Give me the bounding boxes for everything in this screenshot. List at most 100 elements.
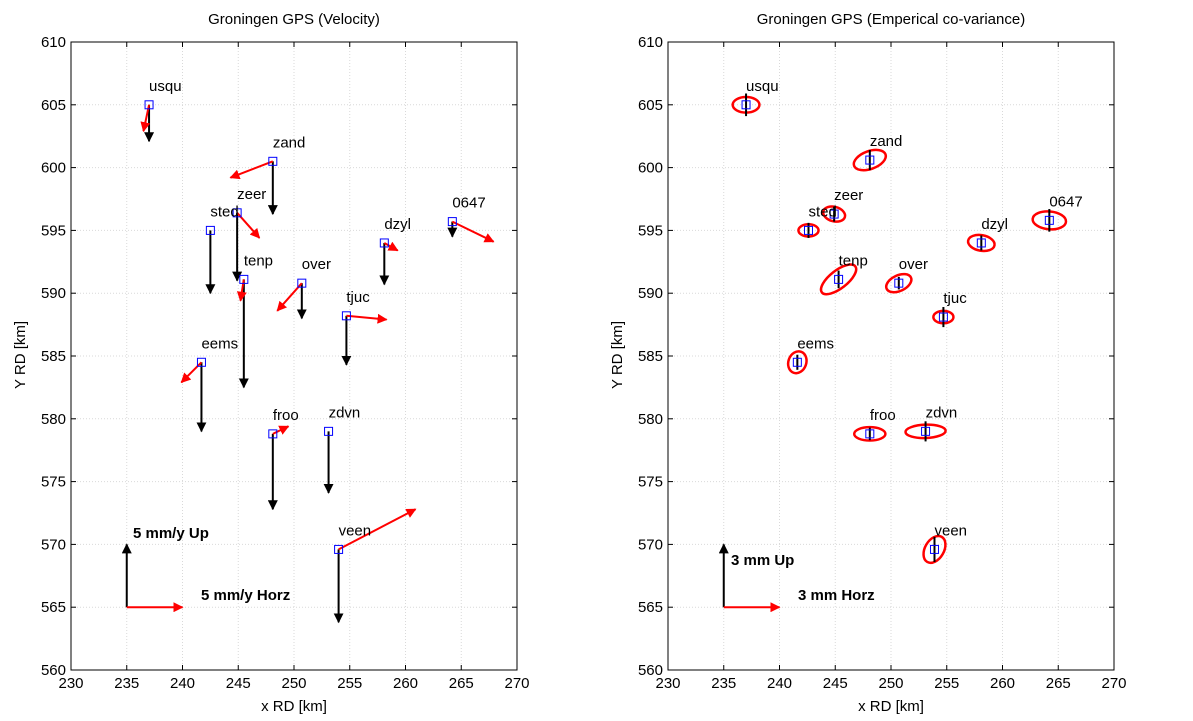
- horizontal-velocity-arrow: [229, 160, 274, 180]
- station-marker: [829, 209, 839, 219]
- x-tick-label: 250: [878, 675, 903, 692]
- x-tick-label: 250: [281, 675, 306, 692]
- station-label: sted: [808, 203, 836, 220]
- station-label: zeer: [834, 187, 863, 204]
- station-marker: [865, 429, 875, 439]
- station-label: zand: [870, 133, 903, 150]
- error-ellipse: [922, 534, 947, 565]
- station-label: 0647: [1049, 193, 1082, 210]
- x-tick-label: 270: [504, 675, 529, 692]
- y-tick-label: 600: [41, 160, 66, 177]
- station-marker: [929, 544, 939, 554]
- station-label: over: [899, 256, 928, 273]
- y-tick-label: 590: [41, 285, 66, 302]
- station-label: veen: [339, 522, 372, 539]
- station-marker: [297, 278, 307, 288]
- x-tick-label: 270: [1101, 675, 1126, 692]
- station-marker: [1044, 215, 1054, 225]
- x-tick-label: 255: [337, 675, 362, 692]
- station-marker: [865, 155, 875, 165]
- x-tick-label: 265: [1046, 675, 1071, 692]
- station-label: eems: [201, 335, 238, 352]
- horizontal-velocity-arrow: [272, 425, 290, 435]
- x-tick-label: 235: [711, 675, 736, 692]
- x-tick-label: 245: [226, 675, 251, 692]
- station-label: 0647: [452, 195, 485, 212]
- station-label: veen: [934, 522, 967, 539]
- y-tick-label: 570: [41, 536, 66, 553]
- chart-title: Groningen GPS (Emperical co-variance): [757, 11, 1025, 28]
- error-ellipse: [966, 233, 996, 253]
- y-tick-label: 575: [41, 474, 66, 491]
- station-marker: [792, 357, 802, 367]
- y-tick-label: 600: [638, 160, 663, 177]
- x-tick-label: 260: [393, 675, 418, 692]
- y-tick-label: 595: [41, 222, 66, 239]
- station-marker: [741, 100, 751, 110]
- station-marker: [205, 225, 215, 235]
- station-label: dzyl: [384, 216, 411, 233]
- y-tick-label: 565: [41, 599, 66, 616]
- station-label: dzyl: [981, 216, 1008, 233]
- y-tick-label: 590: [638, 285, 663, 302]
- station-marker: [976, 238, 986, 248]
- x-tick-label: 255: [934, 675, 959, 692]
- station-label: tjuc: [943, 290, 967, 307]
- station-marker: [268, 156, 278, 166]
- station-marker: [379, 238, 389, 248]
- y-tick-label: 605: [638, 97, 663, 114]
- station-label: froo: [870, 407, 896, 424]
- y-axis-label: Y RD [km]: [12, 321, 29, 389]
- y-tick-label: 580: [41, 411, 66, 428]
- horizontal-velocity-arrow: [180, 361, 203, 384]
- station-marker: [803, 225, 813, 235]
- station-marker: [334, 544, 344, 554]
- station-marker: [834, 274, 844, 284]
- plot-area: 230 235 240 245 250 255 260 265 270 560 565 570 575 5…: [41, 34, 530, 692]
- horizontal-velocity-arrow: [276, 282, 303, 312]
- station-marker: [144, 100, 154, 110]
- error-ellipse: [821, 205, 847, 223]
- station-label: tenp: [839, 252, 868, 269]
- velocity-panel: 230 235 240 245 250 255 260 265 270 560 565 570 575 5…: [12, 11, 530, 715]
- station-marker: [921, 426, 931, 436]
- station-marker: [232, 208, 242, 218]
- station-marker: [196, 357, 206, 367]
- x-tick-label: 245: [823, 675, 848, 692]
- station-label: sted: [210, 203, 238, 220]
- y-tick-label: 585: [41, 348, 66, 365]
- station-marker: [894, 278, 904, 288]
- y-tick-label: 595: [638, 222, 663, 239]
- station-marker: [341, 311, 351, 321]
- station-label: over: [302, 256, 331, 273]
- y-tick-label: 585: [638, 348, 663, 365]
- scale-up-label: 3 mm Up: [731, 552, 794, 569]
- y-tick-label: 610: [41, 34, 66, 51]
- y-axis-label: Y RD [km]: [609, 321, 626, 389]
- station-label: zdvn: [329, 404, 361, 421]
- station-label: zeer: [237, 186, 266, 203]
- station-label: tjuc: [346, 289, 370, 306]
- x-tick-label: 230: [655, 675, 680, 692]
- scale-up-label: 5 mm/y Up: [133, 525, 209, 542]
- x-tick-label: 235: [114, 675, 139, 692]
- x-tick-label: 265: [449, 675, 474, 692]
- error-ellipse: [884, 272, 913, 294]
- horizontal-velocity-arrow: [346, 313, 388, 324]
- station-label: froo: [273, 407, 299, 424]
- x-tick-label: 230: [58, 675, 83, 692]
- y-tick-label: 570: [638, 536, 663, 553]
- station-label: tenp: [244, 252, 273, 269]
- station-label: zand: [273, 134, 306, 151]
- scale-horz-label: 3 mm Horz: [798, 587, 875, 604]
- scale-horz-label: 5 mm/y Horz: [201, 587, 290, 604]
- x-tick-label: 260: [990, 675, 1015, 692]
- x-axis-label: x RD [km]: [261, 698, 327, 715]
- station-marker: [268, 429, 278, 439]
- plot-area: 230 235 240 245 250 255 260 265 270 560 565 570 575 5…: [638, 34, 1127, 692]
- x-tick-label: 240: [767, 675, 792, 692]
- error-ellipse: [852, 425, 887, 442]
- x-tick-label: 240: [170, 675, 195, 692]
